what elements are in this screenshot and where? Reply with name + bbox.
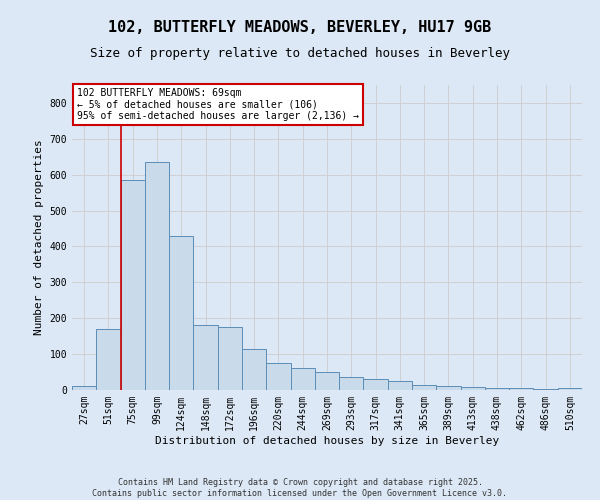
Bar	[242, 348, 266, 390]
Bar	[533, 389, 558, 390]
Bar	[509, 388, 533, 390]
Bar	[485, 388, 509, 390]
Bar	[169, 236, 193, 390]
Bar	[290, 368, 315, 390]
Text: 102, BUTTERFLY MEADOWS, BEVERLEY, HU17 9GB: 102, BUTTERFLY MEADOWS, BEVERLEY, HU17 9…	[109, 20, 491, 35]
Y-axis label: Number of detached properties: Number of detached properties	[34, 140, 44, 336]
Text: Size of property relative to detached houses in Beverley: Size of property relative to detached ho…	[90, 48, 510, 60]
Bar	[266, 363, 290, 390]
Text: Contains HM Land Registry data © Crown copyright and database right 2025.
Contai: Contains HM Land Registry data © Crown c…	[92, 478, 508, 498]
Bar	[461, 387, 485, 390]
Bar	[364, 379, 388, 390]
Bar	[72, 386, 96, 390]
Bar	[96, 329, 121, 390]
Bar	[558, 388, 582, 390]
Bar	[339, 378, 364, 390]
Bar	[218, 327, 242, 390]
Text: 102 BUTTERFLY MEADOWS: 69sqm
← 5% of detached houses are smaller (106)
95% of se: 102 BUTTERFLY MEADOWS: 69sqm ← 5% of det…	[77, 88, 359, 121]
Bar	[388, 381, 412, 390]
Bar	[193, 326, 218, 390]
Bar	[412, 384, 436, 390]
X-axis label: Distribution of detached houses by size in Beverley: Distribution of detached houses by size …	[155, 436, 499, 446]
Bar	[145, 162, 169, 390]
Bar	[315, 372, 339, 390]
Bar	[121, 180, 145, 390]
Bar	[436, 386, 461, 390]
